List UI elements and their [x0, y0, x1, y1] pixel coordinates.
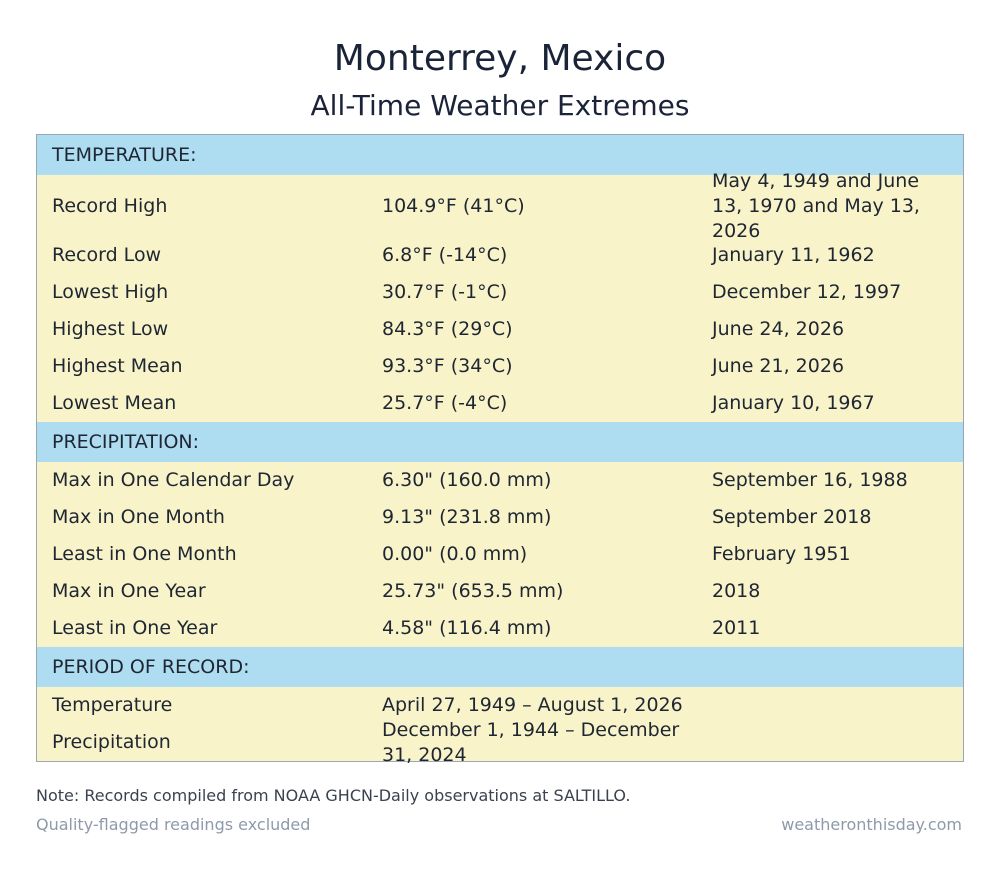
- row-date: February 1951: [712, 543, 851, 565]
- row-label: Precipitation: [52, 731, 171, 753]
- row-label: Record Low: [52, 244, 162, 266]
- row-label: Lowest Mean: [52, 392, 177, 414]
- row-value: 6.30" (160.0 mm): [382, 469, 552, 491]
- row-label: Max in One Month: [52, 506, 225, 528]
- row-date: June 24, 2026: [712, 318, 845, 340]
- row-value: 4.58" (116.4 mm): [382, 617, 552, 639]
- row-label: Temperature: [52, 694, 173, 716]
- section-temperature: TEMPERATURE:: [37, 135, 963, 175]
- table-row: Least in One Month 0.00" (0.0 mm) Februa…: [37, 536, 963, 573]
- table-row: Least in One Year 4.58" (116.4 mm) 2011: [37, 610, 963, 647]
- section-heading: PERIOD OF RECORD:: [52, 656, 250, 678]
- page-title: Monterrey, Mexico: [333, 38, 667, 79]
- row-label: Max in One Year: [52, 580, 206, 602]
- extremes-table: TEMPERATURE: Record High 104.9°F (41°C) …: [36, 134, 964, 766]
- row-date: January 11, 1962: [712, 244, 875, 266]
- row-label: Max in One Calendar Day: [52, 469, 295, 491]
- row-label: Record High: [52, 194, 168, 217]
- table-row: Lowest High 30.7°F (-1°C) December 12, 1…: [37, 274, 963, 311]
- table-row: Highest Low 84.3°F (29°C) June 24, 2026: [37, 311, 963, 348]
- section-precipitation: PRECIPITATION:: [37, 422, 963, 462]
- table-row: Record Low 6.8°F (-14°C) January 11, 196…: [37, 237, 963, 274]
- row-date: May 4, 1949 and June 13, 1970 and May 13…: [712, 169, 920, 242]
- table-row: Precipitation December 1, 1944 – Decembe…: [37, 718, 963, 766]
- row-value: 25.73" (653.5 mm): [382, 580, 564, 602]
- row-value: 104.9°F (41°C): [382, 194, 525, 217]
- row-date: September 2018: [712, 506, 872, 528]
- row-value: December 1, 1944 – December 31, 2024: [382, 718, 680, 766]
- row-label: Least in One Year: [52, 617, 218, 639]
- row-date: September 16, 1988: [712, 469, 908, 491]
- row-date: June 21, 2026: [712, 355, 845, 377]
- row-value: 84.3°F (29°C): [382, 318, 513, 340]
- row-date: January 10, 1967: [712, 392, 875, 414]
- row-value: 93.3°F (34°C): [382, 355, 513, 377]
- row-value: 9.13" (231.8 mm): [382, 506, 552, 528]
- section-heading: TEMPERATURE:: [52, 144, 197, 166]
- section-heading: PRECIPITATION:: [52, 431, 200, 453]
- row-label: Lowest High: [52, 281, 169, 303]
- row-value: April 27, 1949 – August 1, 2026: [382, 694, 683, 716]
- table-row: Max in One Calendar Day 6.30" (160.0 mm)…: [37, 462, 963, 499]
- row-label: Highest Mean: [52, 355, 183, 377]
- table-row: Temperature April 27, 1949 – August 1, 2…: [37, 687, 963, 724]
- table-row: Max in One Month 9.13" (231.8 mm) Septem…: [37, 499, 963, 536]
- table-row: Record High 104.9°F (41°C) May 4, 1949 a…: [37, 169, 963, 242]
- row-value: 30.7°F (-1°C): [382, 281, 508, 303]
- site-credit: weatheronthisday.com: [781, 815, 962, 834]
- section-period-of-record: PERIOD OF RECORD:: [37, 647, 963, 687]
- quality-note: Quality-flagged readings excluded: [36, 815, 311, 834]
- row-label: Least in One Month: [52, 543, 237, 565]
- row-value: 25.7°F (-4°C): [382, 392, 508, 414]
- source-note: Note: Records compiled from NOAA GHCN-Da…: [36, 786, 631, 805]
- row-label: Highest Low: [52, 318, 169, 340]
- row-date: 2011: [712, 617, 761, 639]
- row-value: 0.00" (0.0 mm): [382, 543, 528, 565]
- page-subtitle: All-Time Weather Extremes: [310, 89, 690, 122]
- row-date: December 12, 1997: [712, 281, 902, 303]
- table-row: Max in One Year 25.73" (653.5 mm) 2018: [37, 573, 963, 610]
- table-row: Highest Mean 93.3°F (34°C) June 21, 2026: [37, 348, 963, 385]
- row-value: 6.8°F (-14°C): [382, 244, 508, 266]
- row-date: 2018: [712, 580, 761, 602]
- table-row: Lowest Mean 25.7°F (-4°C) January 10, 19…: [37, 385, 963, 422]
